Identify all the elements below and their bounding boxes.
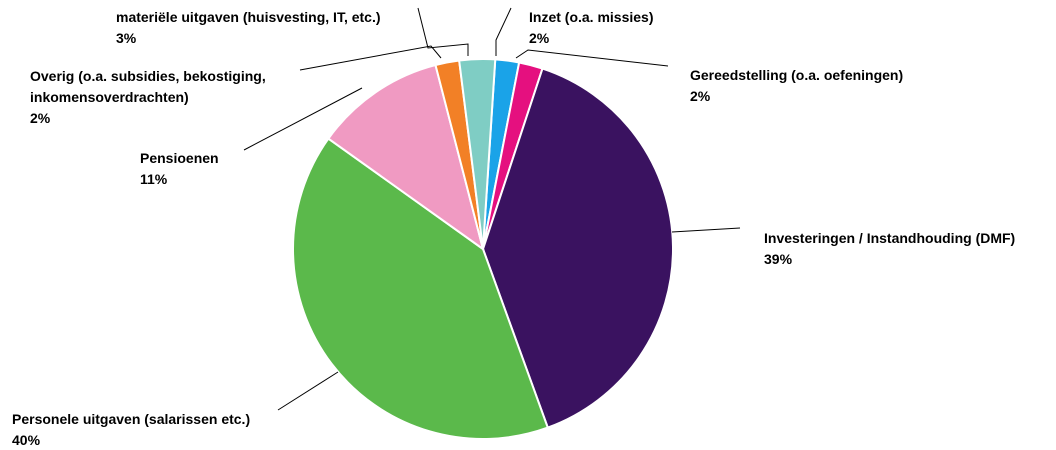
pie-slice-6 bbox=[458, 58, 497, 250]
slice-label-3-line-0: Personele uitgaven (salarissen etc.) bbox=[12, 411, 250, 427]
leader-line-0 bbox=[495, 7, 512, 56]
leader-line-1 bbox=[515, 49, 669, 67]
slice-label-2-line-0: Investeringen / Instandhouding (DMF) bbox=[764, 230, 1015, 246]
slice-label-0-line-0: Inzet (o.a. missies) bbox=[529, 9, 653, 25]
pie-slice-2 bbox=[481, 67, 674, 429]
slice-percent-4: 11% bbox=[140, 171, 168, 187]
pie-slice-3 bbox=[292, 137, 550, 440]
leader-line-5 bbox=[299, 45, 442, 71]
pie-slice-4 bbox=[326, 63, 485, 252]
slice-percent-6: 3% bbox=[116, 30, 137, 46]
slice-labels: Inzet (o.a. missies) 2% Gereedstelling (o.… bbox=[12, 9, 1015, 448]
leader-line-2 bbox=[671, 227, 741, 233]
leader-line-3 bbox=[277, 371, 339, 411]
slice-percent-3: 40% bbox=[12, 432, 41, 448]
leader-line-6 bbox=[417, 7, 469, 56]
slice-percent-2: 39% bbox=[764, 251, 793, 267]
slice-percent-0: 2% bbox=[529, 30, 550, 46]
slice-label-5-line-1: inkomensoverdrachten) bbox=[30, 89, 189, 105]
slice-label-5-line-0: Overig (o.a. subsidies, bekostiging, bbox=[30, 68, 266, 84]
pie-slices bbox=[292, 58, 674, 440]
slice-percent-1: 2% bbox=[690, 88, 711, 104]
slice-label-1-line-0: Gereedstelling (o.a. oefeningen) bbox=[690, 67, 903, 83]
slice-label-4-line-0: Pensioenen bbox=[140, 150, 219, 166]
leader-lines bbox=[243, 7, 741, 411]
slice-label-6-line-0: materiële uitgaven (huisvesting, IT, etc… bbox=[116, 9, 381, 25]
slice-percent-5: 2% bbox=[30, 110, 51, 126]
leader-line-4 bbox=[243, 87, 363, 151]
